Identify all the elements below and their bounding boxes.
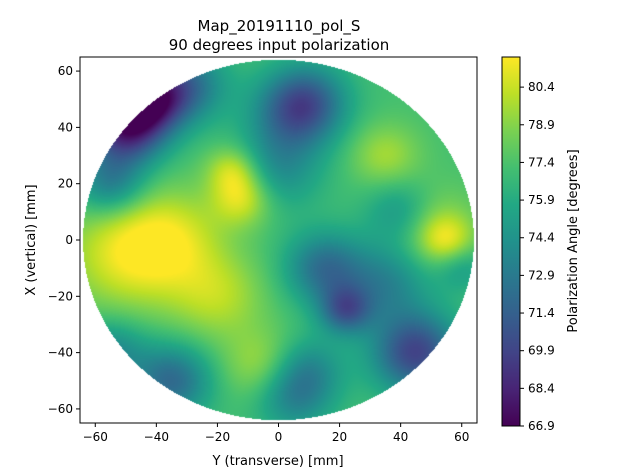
chart-title: Map_20191110_pol_S bbox=[198, 17, 361, 36]
y-tick-label: 60 bbox=[58, 64, 73, 78]
y-tick-label: 0 bbox=[65, 233, 73, 247]
y-tick-label: −20 bbox=[48, 289, 73, 303]
y-tick-label: 40 bbox=[58, 120, 73, 134]
x-tick-label: 0 bbox=[275, 430, 283, 444]
colorbar-ticks: 66.9 68.4 69.9 71.4 72.9 74.4 75.9 77.4 78.9 80.4 bbox=[520, 80, 555, 433]
x-tick-label: 60 bbox=[454, 430, 469, 444]
x-axis-label: Y (transverse) [mm] bbox=[211, 454, 343, 469]
colorbar-bar bbox=[501, 56, 521, 427]
y-tick-label: −40 bbox=[48, 346, 73, 360]
plot-area bbox=[79, 56, 478, 424]
x-axis: −60 −40 −20 0 20 40 60 bbox=[83, 423, 469, 444]
x-tick-label: −60 bbox=[83, 430, 108, 444]
colorbar-tick-label: 66.9 bbox=[528, 419, 555, 433]
y-tick-label: −60 bbox=[48, 402, 73, 416]
colorbar-tick-label: 74.4 bbox=[528, 231, 555, 245]
colorbar: 66.9 68.4 69.9 71.4 72.9 74.4 75.9 77.4 78.9 80.4… bbox=[501, 56, 581, 433]
x-tick-label: 40 bbox=[393, 430, 408, 444]
colorbar-tick-label: 80.4 bbox=[528, 80, 555, 94]
colorbar-tick-label: 78.9 bbox=[528, 118, 555, 132]
y-tick-label: 20 bbox=[58, 177, 73, 191]
colorbar-tick-label: 72.9 bbox=[528, 268, 555, 282]
colorbar-tick-label: 68.4 bbox=[528, 381, 555, 395]
y-axis-label: X (vertical) [mm] bbox=[24, 184, 39, 295]
colorbar-label: Polarization Angle [degrees] bbox=[566, 149, 581, 332]
colorbar-tick-label: 75.9 bbox=[528, 193, 555, 207]
colorbar-tick-label: 71.4 bbox=[528, 306, 555, 320]
colorbar-tick-label: 69.9 bbox=[528, 344, 555, 358]
y-axis: 60 40 20 0 −20 −40 −60 bbox=[48, 64, 80, 416]
x-tick-label: 20 bbox=[332, 430, 347, 444]
x-tick-label: −40 bbox=[144, 430, 169, 444]
x-tick-label: −20 bbox=[205, 430, 230, 444]
heatmap-canvas bbox=[80, 57, 477, 423]
chart-subtitle: 90 degrees input polarization bbox=[169, 36, 390, 54]
heatmap-container bbox=[80, 57, 477, 423]
colorbar-tick-label: 77.4 bbox=[528, 155, 555, 169]
